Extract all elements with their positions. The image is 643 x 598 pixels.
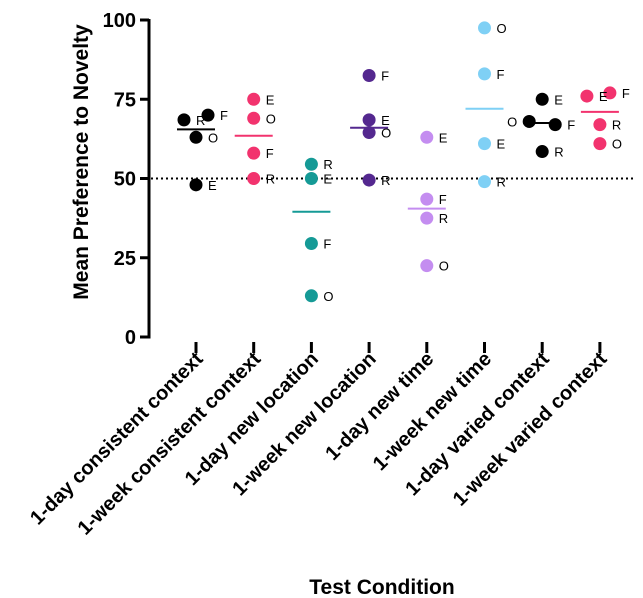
data-point [478,67,491,81]
data-point [420,211,434,225]
data-point [189,130,203,144]
data-point [247,146,261,160]
data-point [593,118,607,132]
data-point [177,113,191,127]
y-axis: 0 25 50 75 100 [103,10,151,349]
data-point-label: R [266,172,275,187]
data-point-label: E [266,92,275,107]
data-point-label: F [381,68,389,83]
data-point-label: E [599,89,608,104]
data-point [362,173,376,187]
data-point [362,126,376,140]
data-point-label: E [554,92,563,107]
data-point-label: R [497,175,506,190]
y-tick-label: 50 [114,169,136,191]
data-point-label: O [612,137,622,152]
data-point [603,86,617,100]
data-point-label: O [439,259,449,274]
x-axis-title: Test Condition [309,576,454,598]
data-point-label: O [381,126,391,141]
data-point-label: F [567,118,575,133]
data-point-label: E [381,113,390,128]
y-axis-title: Mean Preference to Novelty [70,24,93,300]
data-point [304,172,318,185]
data-point-label: R [612,118,621,133]
data-point-label: R [323,157,332,172]
data-point-label: O [323,289,333,304]
data-point-label: F [220,108,228,123]
data-point-label: R [439,211,448,226]
data-point-label: R [554,145,563,160]
data-point [362,68,376,82]
y-tick-label: 100 [103,10,136,32]
data-point-label: O [507,114,517,129]
data-point [247,92,261,106]
data-point-label: E [439,130,448,145]
data-point-label: F [266,146,274,161]
data-point-label: F [439,192,447,207]
y-tick-label: 25 [114,248,136,270]
y-tick-label: 0 [125,327,136,349]
data-point [535,145,549,159]
data-point [304,236,318,250]
data-point-label: E [208,178,217,193]
data-point-label: E [323,172,332,187]
data-point-label: R [381,173,390,188]
data-point [478,137,491,151]
data-point-label: O [266,111,276,126]
data-point [304,157,318,171]
data-point [522,114,536,128]
data-point [304,289,318,303]
data-point-label: F [622,86,630,101]
data-point-layer [177,21,617,303]
data-point [420,259,434,273]
data-point [580,89,594,103]
y-tick-label: 75 [114,89,136,111]
data-point [362,113,376,127]
data-point-label: E [497,137,506,152]
data-point-label: F [323,236,331,251]
data-point [247,111,261,125]
data-point [478,175,491,189]
data-point-label: O [208,130,218,145]
data-point [535,92,549,106]
data-point [593,137,607,151]
data-point-label: O [497,21,507,36]
data-point [247,172,261,185]
data-point [189,178,203,192]
data-point [201,108,215,122]
data-point [420,130,434,144]
data-point-label: F [497,67,505,82]
data-point [478,21,491,35]
data-point [420,192,434,206]
data-point [548,118,562,132]
data-point-label: R [196,113,205,128]
